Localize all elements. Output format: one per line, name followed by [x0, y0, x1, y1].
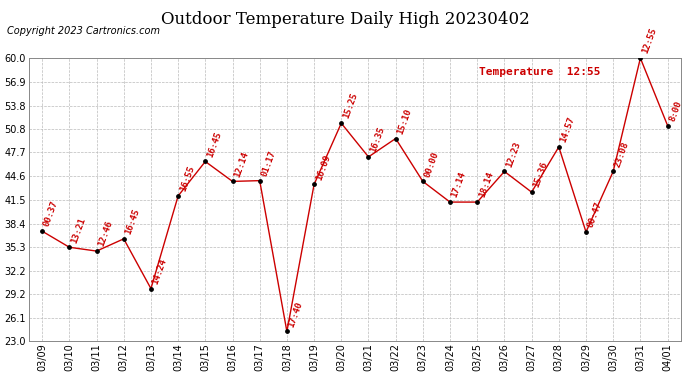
Text: 16:09: 16:09: [314, 153, 332, 182]
Point: [282, 328, 293, 334]
Point: [254, 178, 265, 184]
Text: 14:57: 14:57: [559, 116, 576, 144]
Point: [146, 286, 157, 292]
Text: 15:25: 15:25: [342, 92, 359, 120]
Point: [390, 135, 401, 141]
Point: [472, 199, 483, 205]
Text: 13:21: 13:21: [70, 216, 87, 244]
Point: [553, 144, 564, 150]
Point: [37, 228, 48, 234]
Point: [417, 178, 428, 184]
Point: [91, 248, 102, 254]
Text: 18:14: 18:14: [477, 171, 495, 199]
Point: [118, 236, 129, 242]
Text: 00:47: 00:47: [586, 201, 604, 229]
Point: [580, 229, 591, 235]
Text: 17:40: 17:40: [287, 300, 304, 328]
Text: 16:35: 16:35: [368, 126, 386, 154]
Point: [308, 182, 319, 188]
Text: 12:55: 12:55: [640, 27, 658, 55]
Point: [336, 120, 347, 126]
Point: [635, 55, 646, 61]
Point: [64, 244, 75, 250]
Text: 00:37: 00:37: [42, 200, 60, 228]
Point: [172, 193, 184, 199]
Text: 17:14: 17:14: [450, 171, 468, 199]
Text: 16:45: 16:45: [206, 130, 223, 158]
Text: 01:17: 01:17: [259, 149, 277, 178]
Point: [200, 159, 211, 165]
Text: Temperature  12:55: Temperature 12:55: [479, 67, 600, 76]
Text: 8:00: 8:00: [667, 99, 683, 123]
Text: 12:23: 12:23: [504, 140, 522, 168]
Text: 15:36: 15:36: [531, 161, 549, 189]
Point: [363, 154, 374, 160]
Text: 12:14: 12:14: [233, 150, 250, 178]
Point: [608, 168, 619, 174]
Text: 00:00: 00:00: [423, 150, 440, 178]
Text: Outdoor Temperature Daily High 20230402: Outdoor Temperature Daily High 20230402: [161, 11, 529, 28]
Text: 23:08: 23:08: [613, 140, 631, 168]
Point: [444, 199, 455, 205]
Point: [662, 123, 673, 129]
Text: 12:46: 12:46: [97, 220, 115, 248]
Text: 15:10: 15:10: [395, 107, 413, 135]
Text: 14:24: 14:24: [151, 257, 168, 285]
Text: 16:55: 16:55: [178, 165, 196, 193]
Point: [499, 168, 510, 174]
Point: [526, 189, 537, 195]
Text: Copyright 2023 Cartronics.com: Copyright 2023 Cartronics.com: [7, 26, 160, 36]
Point: [227, 178, 238, 184]
Text: 16:45: 16:45: [124, 207, 141, 236]
